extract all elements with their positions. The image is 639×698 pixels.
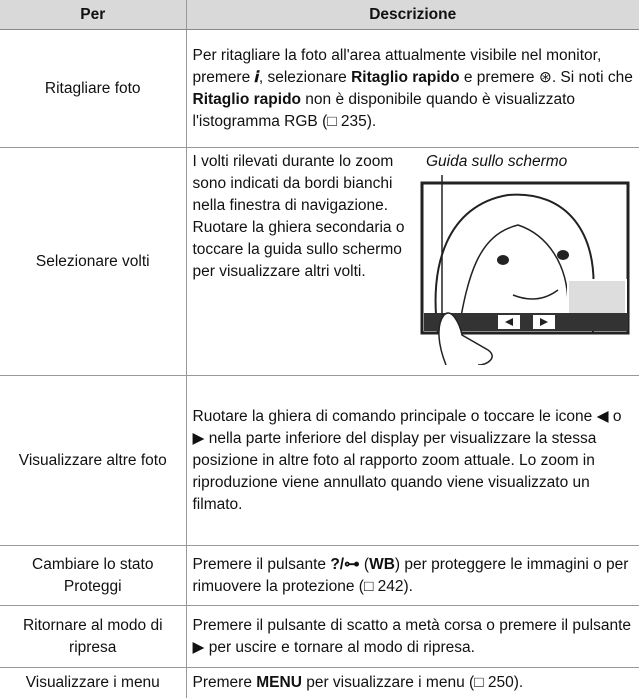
description-cell: Premere il pulsante di scatto a metà cor… xyxy=(186,605,639,668)
text-segment: Premere il pulsante xyxy=(192,555,331,573)
action-cell: Cambiare lo stato Proteggi xyxy=(0,545,187,606)
text-segment: Per ritagliare la foto all'area attualme… xyxy=(192,46,602,86)
text-segment: Premere il pulsante di scatto a metà cor… xyxy=(192,616,632,656)
text-segment: e premere ⊛. Si noti che xyxy=(459,68,633,86)
table-body: Ritagliare foto Per ritagliare la foto al… xyxy=(0,29,639,698)
description-text: Premere il pulsante di scatto a metà cor… xyxy=(193,615,634,659)
description-cell: Ruotare la ghiera di comando principale … xyxy=(186,375,639,546)
figure-caption: Guida sullo schermo xyxy=(426,153,568,170)
text-segment: , selezionare xyxy=(258,68,352,86)
text-segment: Ritaglio rapido xyxy=(351,68,460,86)
description-cell: Per ritagliare la foto all'area attualme… xyxy=(186,29,639,148)
description-text: Ruotare la ghiera di comando principale … xyxy=(193,406,634,516)
figure-layout: I volti rilevati durante lo zoom sono in… xyxy=(193,151,634,372)
action-cell: Ritornare al modo di ripresa xyxy=(0,605,187,668)
action-cell: Ritagliare foto xyxy=(0,29,187,148)
illustration xyxy=(420,175,630,366)
text-segment: non è disponibile quando è visualizzato … xyxy=(192,90,576,130)
text-segment: Ruotare la ghiera di comando principale … xyxy=(192,407,622,513)
text-segment: ?/⊶ xyxy=(330,555,360,573)
action-cell: Visualizzare i menu xyxy=(0,667,187,698)
description-text: Per ritagliare la foto all'area attualme… xyxy=(193,45,634,133)
table-row: Cambiare lo stato Proteggi Premere il pul… xyxy=(0,545,639,606)
figure: Guida sullo schermo xyxy=(418,151,633,372)
text-segment: per visualizzare i menu (□ 250). xyxy=(301,673,524,691)
description-cell: Premere il pulsante ?/⊶ (WB) per protegg… xyxy=(186,545,639,606)
text-segment: Ritaglio rapido xyxy=(192,90,302,108)
text-segment: WB xyxy=(369,555,395,573)
table-row: Ritornare al modo di ripresa Premere il p… xyxy=(0,605,639,668)
description-text: Premere MENU per visualizzare i menu (□ … xyxy=(193,672,634,694)
text-segment: Premere xyxy=(192,673,257,691)
table-row: Selezionare volti I volti rilevati durant… xyxy=(0,147,639,376)
table-row: Ritagliare foto Per ritagliare la foto al… xyxy=(0,29,639,148)
header-row: Per Descrizione xyxy=(0,0,639,30)
action-cell: Selezionare volti xyxy=(0,147,187,376)
description-cell: I volti rilevati durante lo zoom sono in… xyxy=(186,147,639,376)
description-text: I volti rilevati durante lo zoom sono in… xyxy=(193,151,413,283)
header-cell: Per xyxy=(0,0,187,30)
text-segment: I volti rilevati durante lo zoom sono in… xyxy=(192,153,405,280)
table-row: Visualizzare altre foto Ruotare la ghiera… xyxy=(0,375,639,546)
text-segment: 𝒊 xyxy=(254,68,259,86)
description-cell: Premere MENU per visualizzare i menu (□ … xyxy=(186,667,639,698)
description-text: Premere il pulsante ?/⊶ (WB) per protegg… xyxy=(193,554,634,598)
header-cell: Descrizione xyxy=(186,0,639,30)
text-segment: ) per proteggere le immagini o per rimuo… xyxy=(192,555,629,595)
action-cell: Visualizzare altre foto xyxy=(0,375,187,546)
table-row: Visualizzare i menu Premere MENU per visu… xyxy=(0,667,639,698)
text-segment: MENU xyxy=(256,673,302,691)
text-segment: ( xyxy=(359,555,370,573)
